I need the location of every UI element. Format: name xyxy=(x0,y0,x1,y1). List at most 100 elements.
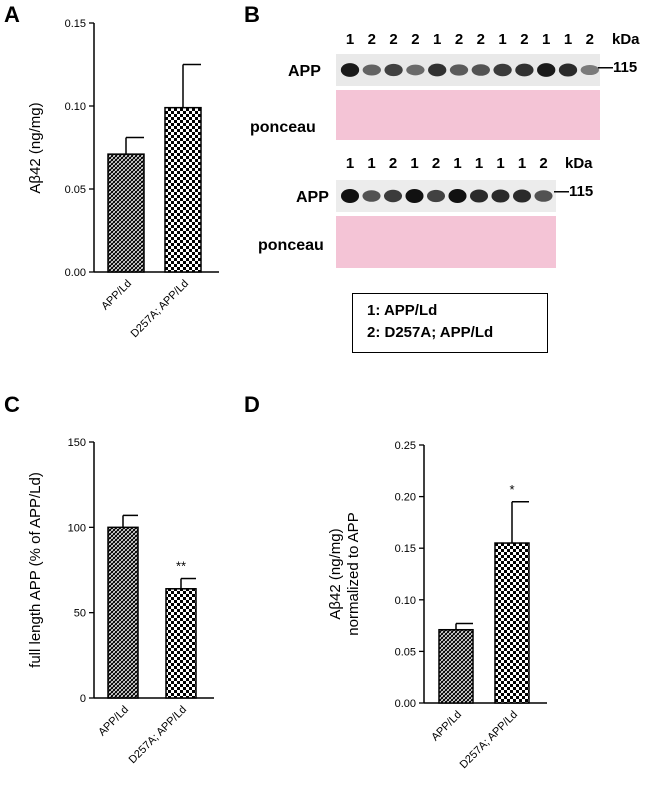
lane-number: 1 xyxy=(496,155,504,172)
marker-115-lower: —115 xyxy=(554,183,593,200)
lane-number: 1 xyxy=(346,31,354,48)
app-label-upper: APP xyxy=(288,63,321,80)
app-band xyxy=(512,189,532,203)
y-tick-label: 0.00 xyxy=(395,698,416,710)
bar xyxy=(494,542,530,704)
app-band xyxy=(491,189,510,203)
app-band xyxy=(362,190,381,202)
y-tick-label: 0.25 xyxy=(395,440,416,452)
lane-number: 2 xyxy=(389,31,397,48)
lane-number: 2 xyxy=(368,31,376,48)
app-band xyxy=(428,63,447,77)
lane-number: 2 xyxy=(586,31,594,48)
ponceau-strip-lower xyxy=(336,216,556,268)
kda-label-lower: kDa xyxy=(565,155,593,172)
y-tick-label: 0.15 xyxy=(395,543,416,555)
panel-a-letter: A xyxy=(4,2,20,27)
lane-number: 1 xyxy=(410,155,418,172)
y-tick-label: 150 xyxy=(68,437,86,449)
lane-number: 2 xyxy=(389,155,397,172)
app-band xyxy=(469,189,489,203)
x-category-label: D257A; APP/Ld xyxy=(127,704,190,767)
significance-marker: * xyxy=(509,482,514,497)
lane-number: 2 xyxy=(455,31,463,48)
y-axis-title: full length APP (% of APP/Ld) xyxy=(27,472,44,668)
ponceau-label-upper: ponceau xyxy=(250,119,316,136)
app-band xyxy=(406,64,425,76)
app-band xyxy=(426,189,446,203)
y-tick-label: 0.20 xyxy=(395,492,416,504)
lane-number: 1 xyxy=(498,31,506,48)
chart-panel-a: 0.00 0.05 0.10 0.15 Aβ42 (ng/mg) APP/LdD257A;… xyxy=(27,18,219,340)
significance-marker: ** xyxy=(176,559,186,574)
app-band xyxy=(383,189,403,203)
panel-d-letter: D xyxy=(244,392,260,417)
lane-number: 1 xyxy=(518,155,526,172)
y-tick-label: 50 xyxy=(74,608,86,620)
x-category-label: APP/Ld xyxy=(96,704,131,739)
y-tick-label: 0 xyxy=(80,693,86,705)
lane-number: 2 xyxy=(432,155,440,172)
y-axis-title-line2: normalized to APP xyxy=(345,512,362,635)
y-tick-label: 0.00 xyxy=(65,267,86,279)
upper-app-bands xyxy=(340,63,599,77)
lane-number: 2 xyxy=(411,31,419,48)
kda-label-upper: kDa xyxy=(612,31,640,48)
y-tick-label: 0.10 xyxy=(395,595,416,607)
app-band xyxy=(493,63,512,77)
y-tick-label: 0.05 xyxy=(395,646,416,658)
y-tick-label: 100 xyxy=(68,522,86,534)
app-band xyxy=(558,63,578,77)
bar xyxy=(165,588,197,699)
app-band xyxy=(449,64,469,76)
y-tick-label: 0.10 xyxy=(65,101,86,113)
ponceau-label-lower: ponceau xyxy=(258,237,324,254)
app-band xyxy=(340,189,360,203)
app-band xyxy=(362,64,381,76)
app-band xyxy=(534,190,553,202)
app-band xyxy=(384,63,403,77)
lane-number: 1 xyxy=(453,155,461,172)
app-band xyxy=(515,63,534,77)
y-tick-label: 0.15 xyxy=(65,18,86,30)
panel-b-letter: B xyxy=(244,2,260,27)
lane-number: 1 xyxy=(475,155,483,172)
lane-number: 1 xyxy=(367,155,375,172)
app-band xyxy=(580,64,599,76)
app-label-lower: APP xyxy=(296,189,329,206)
ponceau-strip-upper xyxy=(336,90,600,140)
app-band xyxy=(340,63,360,77)
lane-number: 1 xyxy=(542,31,550,48)
lane-number: 2 xyxy=(539,155,547,172)
lane-number: 2 xyxy=(520,31,528,48)
y-tick-label: 0.05 xyxy=(65,184,86,196)
legend-line-2: 2: D257A; APP/Ld xyxy=(367,324,494,341)
lane-number: 1 xyxy=(346,155,354,172)
app-band xyxy=(405,189,424,203)
lane-number: 1 xyxy=(564,31,572,48)
x-category-label: D257A; APP/Ld xyxy=(129,278,192,341)
x-category-label: D257A; APP/Ld xyxy=(458,709,521,772)
lane-number: 1 xyxy=(433,31,441,48)
app-band xyxy=(471,64,490,76)
lane-legend: 1: APP/Ld 2: D257A; APP/Ld xyxy=(352,293,548,353)
y-axis-title: Aβ42 (ng/mg) xyxy=(327,528,344,619)
chart-panel-c: 0 50 100 150 full length APP (% of APP/Ld) AP… xyxy=(27,437,214,766)
app-band xyxy=(448,189,467,203)
bar xyxy=(438,628,474,704)
x-category-label: APP/Ld xyxy=(99,278,134,313)
app-band xyxy=(537,63,556,77)
lower-app-bands xyxy=(340,189,553,203)
bar xyxy=(107,526,139,699)
marker-115-upper: —115 xyxy=(598,59,637,76)
y-axis-title: Aβ42 (ng/mg) xyxy=(27,102,44,193)
bar xyxy=(164,106,202,273)
bar xyxy=(107,153,145,273)
lane-number: 2 xyxy=(477,31,485,48)
chart-panel-d: 0.00 0.05 0.10 0.15 0.20 0.25 Aβ42 (ng/mg) norm… xyxy=(327,440,547,771)
panel-c-letter: C xyxy=(4,392,20,417)
